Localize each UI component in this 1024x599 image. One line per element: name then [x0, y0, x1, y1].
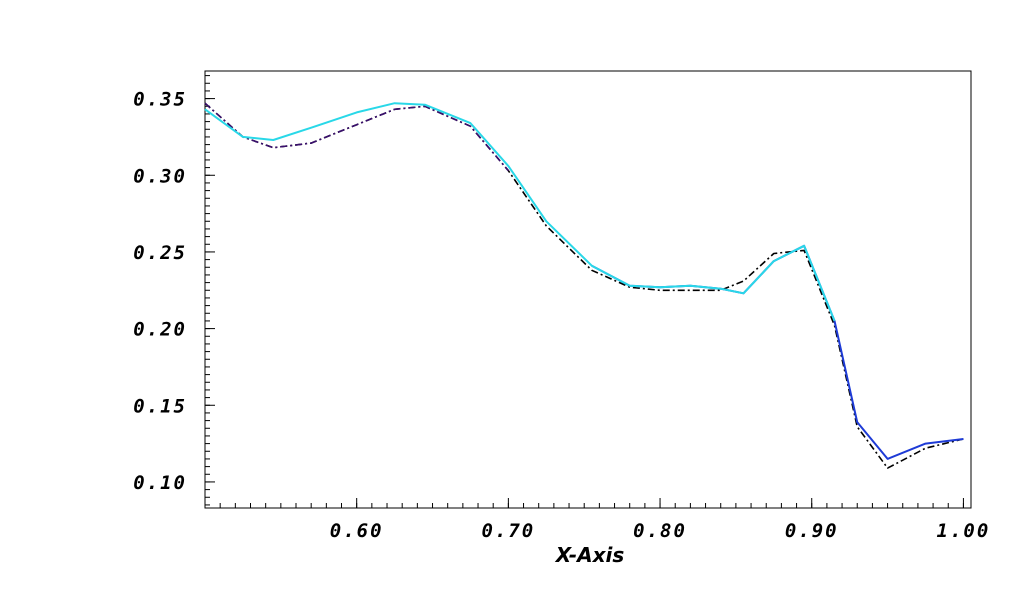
x-tick-labels: 0.60 0.70 0.80 0.90 1.00	[330, 520, 991, 542]
series-line-3	[591, 244, 964, 460]
x-tick-label: 0.60	[330, 520, 384, 542]
x-axis-title: X-Axis	[554, 543, 625, 567]
series-layer	[204, 102, 964, 469]
x-tick-label: 0.80	[633, 520, 687, 542]
series-line-1	[204, 102, 964, 469]
y-tick-label: 0.30	[133, 165, 187, 187]
x-tick-label: 0.70	[481, 520, 535, 542]
y-tick-labels: 0.10 0.15 0.20 0.25 0.30 0.35	[133, 89, 187, 494]
series-line-4	[204, 102, 836, 322]
y-tick-label: 0.35	[133, 89, 187, 111]
series-line-2	[204, 102, 510, 172]
major-ticks	[205, 98, 964, 508]
y-tick-label: 0.15	[133, 395, 187, 417]
y-tick-label: 0.10	[133, 472, 187, 494]
plot-frame	[204, 70, 972, 509]
minor-ticks	[204, 75, 964, 508]
x-tick-label: 1.00	[937, 520, 991, 542]
x-tick-label: 0.90	[785, 520, 839, 542]
y-tick-label: 0.25	[133, 242, 187, 264]
y-tick-label: 0.20	[133, 319, 187, 341]
